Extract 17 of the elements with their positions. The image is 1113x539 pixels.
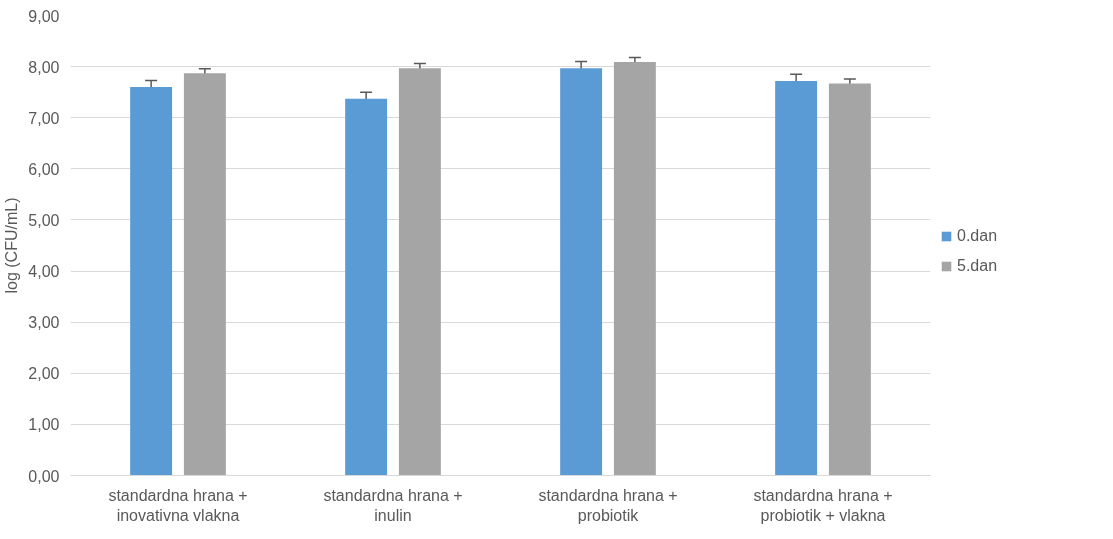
x-tick-label: standardna hrana + inovativna vlakna [108, 486, 248, 524]
y-tick-label: 5,00 [28, 211, 60, 229]
y-tick-label: 9,00 [28, 7, 60, 25]
x-tick-label: standardna hrana + probiotik [538, 486, 678, 524]
y-tick-label: 6,00 [28, 160, 60, 178]
y-tick-label: 1,00 [28, 416, 60, 434]
legend-label: 0.dan [957, 227, 998, 245]
legend-label: 5.dan [957, 257, 998, 275]
y-tick-label: 7,00 [28, 109, 60, 127]
y-tick-label: 4,00 [28, 263, 60, 281]
y-tick-label: 2,00 [28, 365, 60, 383]
y-tick-label: 0,00 [28, 467, 60, 485]
y-tick-label: 3,00 [28, 314, 60, 332]
x-tick-label: standardna hrana + probiotik + vlakna [753, 486, 893, 524]
y-tick-label: 8,00 [28, 58, 60, 76]
x-tick-label: standardna hrana + inulin [323, 486, 463, 524]
y-axis-title: log (CFU/mL) [3, 197, 21, 294]
